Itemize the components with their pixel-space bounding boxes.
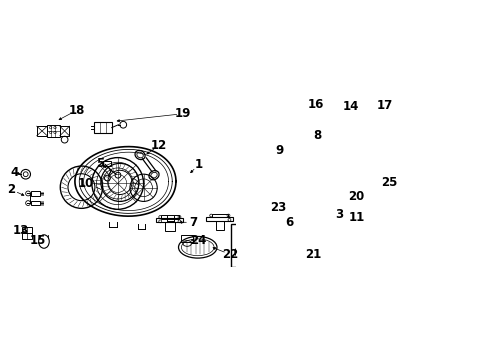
- Bar: [60, 126, 69, 136]
- Bar: [328, 181, 334, 186]
- Bar: [156, 219, 183, 222]
- Text: 18: 18: [68, 104, 84, 117]
- Text: 8: 8: [312, 129, 321, 142]
- Text: 23: 23: [270, 201, 286, 214]
- Text: 2: 2: [7, 183, 15, 196]
- Text: 22: 22: [222, 248, 238, 261]
- Bar: [31, 191, 40, 196]
- Bar: [325, 238, 334, 255]
- Bar: [161, 215, 178, 219]
- Bar: [94, 122, 111, 133]
- Bar: [22, 233, 32, 239]
- Text: 12: 12: [151, 139, 167, 152]
- Text: 4: 4: [10, 166, 18, 179]
- Text: 3: 3: [334, 208, 343, 221]
- Bar: [231, 224, 279, 266]
- Bar: [216, 221, 223, 230]
- Bar: [212, 213, 227, 217]
- Bar: [31, 201, 40, 206]
- Text: 7: 7: [188, 216, 197, 229]
- Bar: [47, 125, 60, 137]
- Text: 10: 10: [78, 177, 94, 190]
- Bar: [22, 227, 32, 233]
- Text: 15: 15: [30, 234, 46, 247]
- Text: 9: 9: [275, 144, 283, 157]
- Bar: [181, 235, 193, 243]
- Text: 25: 25: [380, 176, 396, 189]
- Text: 14: 14: [342, 100, 358, 113]
- Text: 17: 17: [376, 99, 392, 112]
- Text: 24: 24: [190, 234, 206, 247]
- Text: 5: 5: [96, 157, 104, 170]
- Bar: [37, 126, 47, 136]
- Bar: [313, 219, 322, 226]
- Bar: [165, 222, 174, 231]
- Text: 19: 19: [175, 107, 191, 120]
- Text: 16: 16: [306, 98, 323, 111]
- Text: 6: 6: [285, 216, 293, 229]
- Bar: [247, 231, 253, 234]
- Text: 13: 13: [13, 224, 29, 237]
- Bar: [250, 193, 286, 213]
- Bar: [102, 161, 111, 166]
- Bar: [206, 217, 233, 221]
- Text: 1: 1: [194, 158, 203, 171]
- Text: 20: 20: [347, 190, 364, 203]
- Bar: [307, 193, 325, 207]
- Text: 11: 11: [348, 211, 365, 224]
- Text: 21: 21: [305, 248, 321, 261]
